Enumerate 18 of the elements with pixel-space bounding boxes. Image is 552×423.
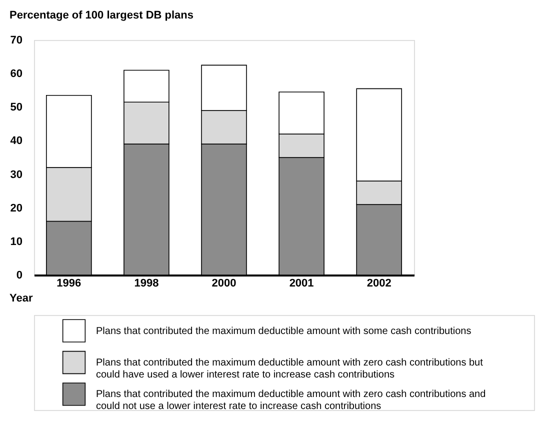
x-tick-label: 2002 [366, 278, 392, 290]
y-tick-label: 40 [10, 135, 22, 148]
x-tick-label: 2000 [212, 278, 236, 290]
y-axis-title: Percentage of 100 largest DB plans [10, 10, 194, 22]
y-tick-label: 10 [10, 236, 22, 248]
y-tick-label: 20 [10, 202, 22, 214]
y-tick-label: 30 [10, 168, 22, 181]
x-tick-label: 2001 [289, 278, 314, 290]
x-tick-label: 1998 [134, 278, 159, 290]
y-tick-label: 50 [10, 102, 22, 114]
legend-label: Plans that contributed the maximum deductible amount with zero cash contributions but could have used a lower interest rate to increase cash contributions [96, 358, 484, 380]
y-tick-label: 0 [16, 270, 22, 282]
y-tick-label: 70 [10, 34, 22, 46]
legend-label: Plans that contributed the maximum deductible amount with zero cash contributions and could not use a lower interest rate to increase cash contributions [96, 389, 486, 412]
legend-label: Plans that contributed the maximum deductible amount with some cash contributions [96, 326, 472, 337]
y-tick-label: 60 [10, 68, 22, 80]
x-tick-label: 1996 [56, 278, 82, 290]
x-axis-title: Year [10, 292, 34, 304]
